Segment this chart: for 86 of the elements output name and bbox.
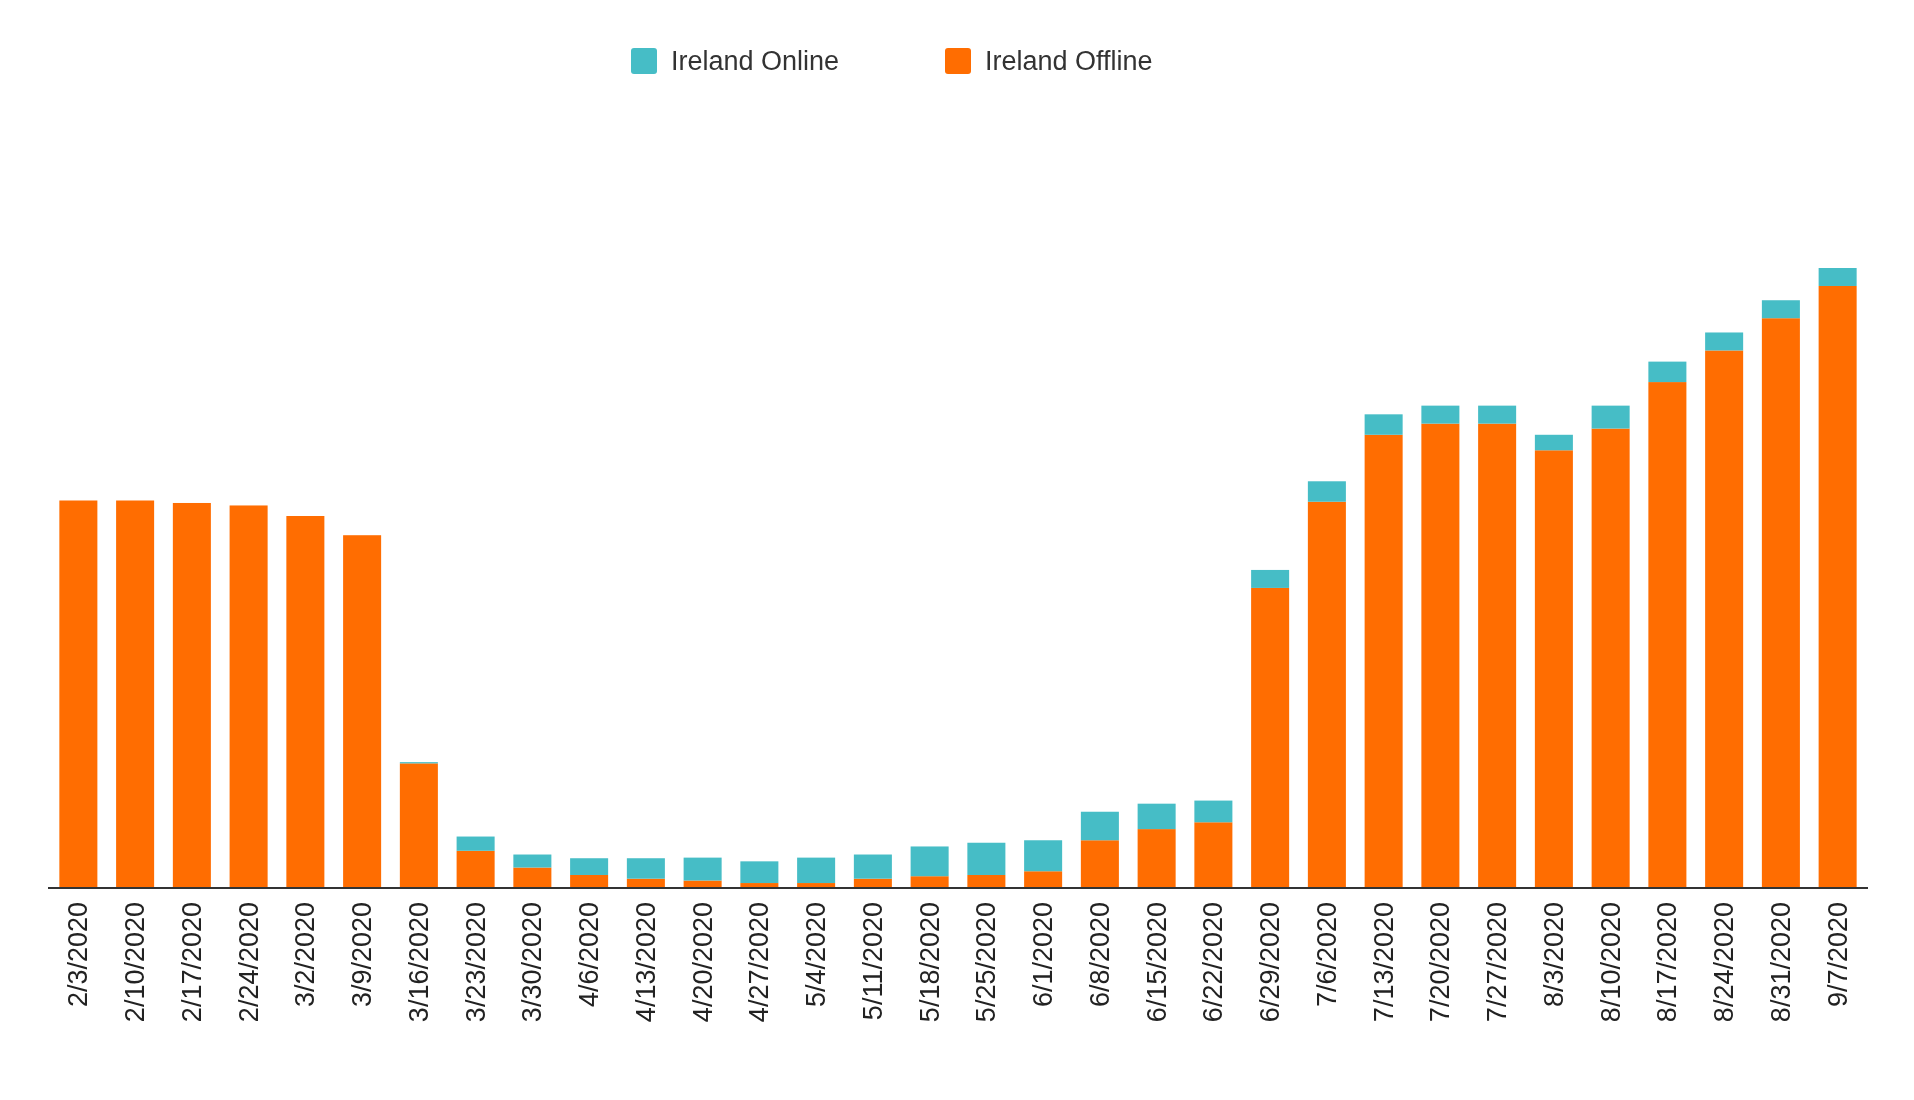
x-tick-label: 2/24/2020 — [233, 902, 264, 1023]
x-tick-label: 4/6/2020 — [574, 902, 605, 1008]
bar — [570, 858, 609, 875]
x-tick-label: 7/20/2020 — [1425, 902, 1456, 1023]
x-tick-label: 7/6/2020 — [1311, 902, 1342, 1008]
bar — [172, 502, 211, 888]
bar — [456, 850, 495, 888]
x-tick-label: 4/20/2020 — [687, 902, 718, 1023]
x-tick-label: 2/17/2020 — [176, 902, 207, 1023]
bar — [1478, 423, 1517, 888]
x-tick-label: 8/24/2020 — [1709, 902, 1740, 1023]
bar — [1080, 840, 1119, 888]
bar — [1705, 350, 1744, 888]
bar — [1251, 569, 1290, 588]
x-tick-label: 7/13/2020 — [1368, 902, 1399, 1023]
bar — [1024, 871, 1063, 888]
bar — [1024, 840, 1063, 872]
bar — [1364, 414, 1403, 435]
bar — [116, 500, 155, 888]
bar — [683, 857, 722, 881]
bar — [797, 857, 836, 884]
bar — [1307, 501, 1346, 888]
bar — [456, 836, 495, 851]
x-tick-label: 5/18/2020 — [914, 902, 945, 1023]
x-tick-label: 7/27/2020 — [1482, 902, 1513, 1023]
bar — [910, 846, 949, 877]
bar — [967, 874, 1006, 888]
bar — [1818, 285, 1857, 888]
bar — [1307, 481, 1346, 502]
bar — [1534, 450, 1573, 888]
x-tick-label: 5/4/2020 — [801, 902, 832, 1008]
bar — [1080, 811, 1119, 841]
bar — [1137, 803, 1176, 830]
x-tick-label: 5/11/2020 — [857, 902, 888, 1021]
x-tick-label: 3/30/2020 — [517, 902, 548, 1023]
bar — [1534, 434, 1573, 451]
x-tick-label: 6/1/2020 — [1028, 902, 1059, 1008]
bar — [399, 763, 438, 888]
bar — [1761, 318, 1800, 888]
bar — [910, 876, 949, 888]
bar — [1818, 268, 1857, 286]
x-tick-label: 4/27/2020 — [744, 902, 775, 1023]
bar — [1251, 587, 1290, 888]
x-tick-label: 3/9/2020 — [347, 902, 378, 1008]
x-tick-label: 9/7/2020 — [1822, 902, 1853, 1008]
bar — [626, 858, 665, 879]
bar — [1194, 800, 1233, 823]
bar — [1194, 822, 1233, 888]
legend-label: Ireland Offline — [985, 46, 1153, 76]
bar — [513, 854, 552, 868]
x-tick-label: 8/17/2020 — [1652, 902, 1683, 1023]
x-tick-label: 2/10/2020 — [120, 902, 151, 1023]
bar — [1591, 428, 1630, 888]
bar — [1761, 300, 1800, 319]
x-tick-label: 6/15/2020 — [1141, 902, 1172, 1023]
bar — [59, 500, 98, 888]
x-tick-label: 6/8/2020 — [1084, 902, 1115, 1008]
x-tick-label: 3/2/2020 — [290, 902, 321, 1008]
bar — [229, 505, 268, 888]
x-tick-label: 2/3/2020 — [63, 902, 94, 1008]
x-tick-label: 3/23/2020 — [460, 902, 491, 1023]
bar — [343, 535, 382, 888]
bar — [740, 861, 779, 884]
x-tick-label: 5/25/2020 — [971, 902, 1002, 1023]
bar — [1648, 361, 1687, 383]
bar — [853, 854, 892, 879]
bar — [1421, 405, 1460, 424]
legend-label: Ireland Online — [671, 46, 840, 76]
bar — [570, 874, 609, 888]
x-tick-label: 6/22/2020 — [1198, 902, 1229, 1023]
bar — [1591, 405, 1630, 429]
bar — [967, 842, 1006, 875]
bar — [1421, 423, 1460, 888]
x-tick-label: 8/3/2020 — [1538, 902, 1569, 1008]
bar — [1137, 829, 1176, 888]
bar — [513, 867, 552, 888]
x-tick-label: 8/31/2020 — [1765, 902, 1796, 1023]
bar — [286, 516, 325, 888]
x-tick-label: 4/13/2020 — [630, 902, 661, 1023]
x-tick-label: 8/10/2020 — [1595, 902, 1626, 1023]
bar — [1705, 332, 1744, 351]
bar — [1648, 382, 1687, 888]
bar — [1364, 434, 1403, 888]
x-tick-label: 3/16/2020 — [403, 902, 434, 1023]
x-tick-label: 6/29/2020 — [1255, 902, 1286, 1023]
bar — [1478, 405, 1517, 424]
